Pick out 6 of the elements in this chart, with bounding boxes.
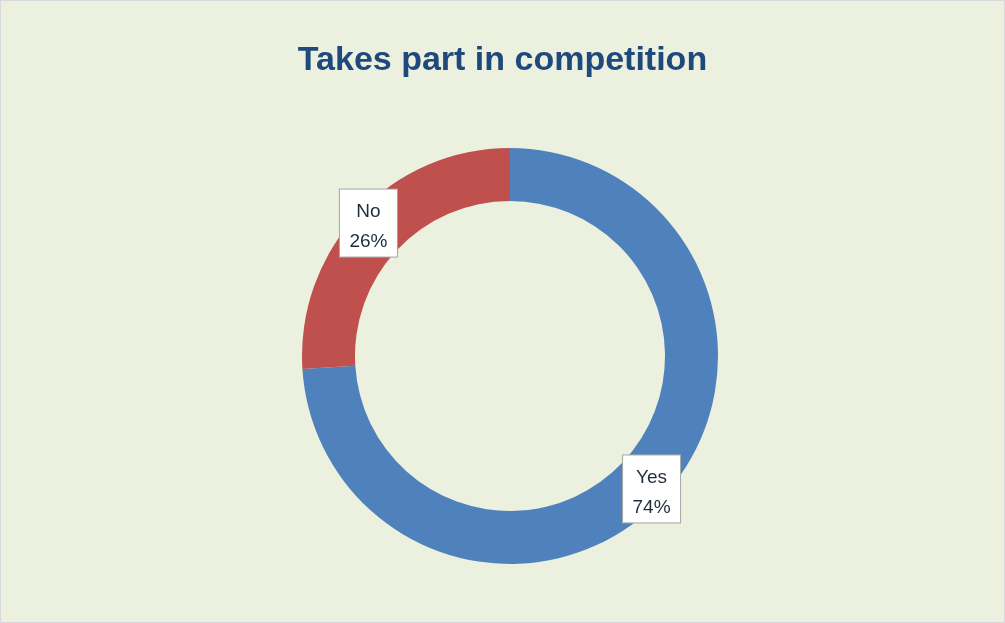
- slice-label: Yes: [636, 465, 668, 487]
- data-label: 74%: [632, 495, 671, 517]
- donut-slice: [302, 148, 718, 564]
- chart-title: Takes part in competition: [297, 39, 708, 77]
- slice-label: No: [356, 200, 381, 222]
- data-label: 26%: [349, 230, 388, 252]
